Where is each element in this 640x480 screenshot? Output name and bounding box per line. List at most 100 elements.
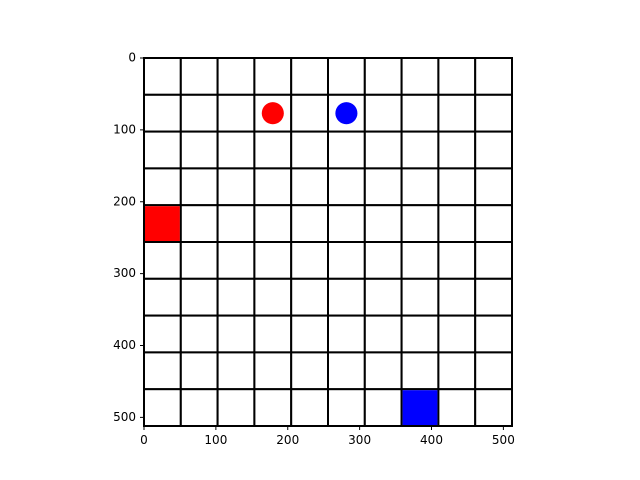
grid-cell [290,204,330,243]
grid-cell [143,93,182,133]
grid-cell [363,241,403,280]
grid-cell [290,130,330,170]
grid-cell [474,93,514,133]
grid-cell [253,388,293,428]
grid-cell [363,204,403,243]
grid-cell [327,130,366,170]
red-square-piece [145,206,180,241]
grid-cell [437,314,477,354]
grid-cell [437,93,477,133]
grid-cell [327,388,366,428]
grid-cell [143,351,182,391]
grid-cell [474,167,514,207]
grid-cell [143,130,182,170]
grid-cell [253,241,293,280]
blue-square-piece [402,390,438,425]
grid-cell [327,241,366,280]
grid-cell [437,167,477,207]
grid-cell [327,57,366,96]
x-tick-label: 300 [348,433,371,447]
grid-cell [437,57,477,96]
grid-cell [400,93,440,133]
grid-cell [363,130,403,170]
grid-cell [216,277,256,317]
y-tick-label: 200 [113,194,136,208]
board-grid [143,57,514,428]
grid-cell [143,57,182,96]
grid-cell [290,351,330,391]
y-tick-label: 300 [113,266,136,280]
grid-cell [363,388,403,428]
grid-cell [253,277,293,317]
grid-cell [179,57,219,96]
grid-cell [400,351,440,391]
grid-cell [400,314,440,354]
grid-cell [216,241,256,280]
grid-cell [474,351,514,391]
grid-cell [179,130,219,170]
grid-cell [253,130,293,170]
grid-cell [216,204,256,243]
grid-cell [216,57,256,96]
grid-cell [179,93,219,133]
grid-cell [253,57,293,96]
board-pieces [145,102,438,425]
grid-cell [216,130,256,170]
grid-cell [437,351,477,391]
grid-cell [474,388,514,428]
grid-cell [179,351,219,391]
grid-cell [216,388,256,428]
grid-cell [253,351,293,391]
grid-cell [437,388,477,428]
grid-cell [143,241,182,280]
x-tick-label: 500 [492,433,515,447]
grid-cell [179,277,219,317]
grid-cell [400,241,440,280]
grid-cell [290,277,330,317]
grid-cell [290,314,330,354]
x-tick-label: 100 [204,433,227,447]
grid-cell [400,277,440,317]
board-axes: 0 100 200 300 400 500 0 100 200 300 400 500 [113,51,515,448]
grid-cell [474,204,514,243]
x-tick-label: 400 [420,433,443,447]
y-tick-label: 0 [128,51,136,65]
red-circle-piece [261,102,284,125]
grid-cell [216,351,256,391]
grid-cell [437,277,477,317]
grid-cell [327,314,366,354]
grid-cell [290,57,330,96]
grid-cell [216,314,256,354]
y-tick-label: 500 [113,410,136,424]
x-tick-label: 200 [276,433,299,447]
grid-cell [363,351,403,391]
grid-cell [143,167,182,207]
y-tick-label: 100 [113,122,136,136]
grid-cell [437,241,477,280]
grid-cell [253,314,293,354]
grid-cell [437,130,477,170]
grid-cell [400,57,440,96]
grid-cell [474,57,514,96]
grid-cell [400,167,440,207]
grid-cell [290,388,330,428]
grid-cell [474,130,514,170]
grid-cell [253,204,293,243]
grid-cell [216,167,256,207]
grid-cell [363,93,403,133]
grid-cell [327,351,366,391]
grid-cell [327,204,366,243]
grid-cell [216,93,256,133]
grid-cell [363,314,403,354]
grid-cell [143,388,182,428]
y-tick-label: 400 [113,338,136,352]
grid-cell [179,204,219,243]
grid-cell [179,241,219,280]
grid-cell [290,167,330,207]
grid-cell [474,277,514,317]
grid-cell [363,167,403,207]
grid-cell [437,204,477,243]
grid-cell [179,314,219,354]
grid-cell [400,204,440,243]
